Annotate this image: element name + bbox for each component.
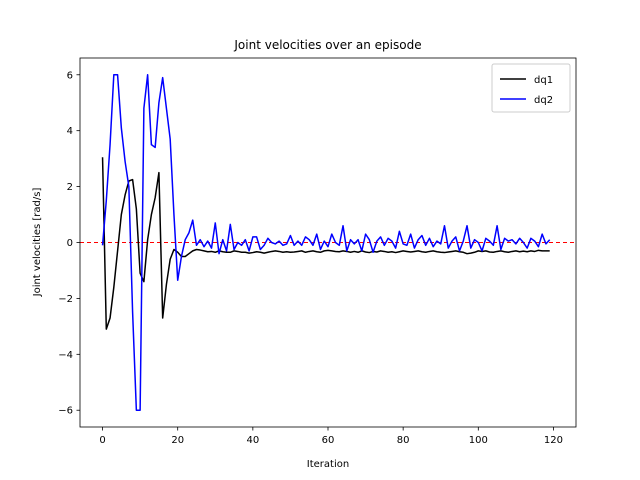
y-tick-label: −4 xyxy=(58,350,73,361)
y-tick-label: 0 xyxy=(67,238,73,249)
series-line-dq2 xyxy=(101,74,551,411)
x-axis-label: Iteration xyxy=(307,459,349,470)
legend-box xyxy=(491,63,571,113)
y-axis-label: Joint velocities [rad/s] xyxy=(32,188,43,298)
x-tick-label: 40 xyxy=(246,435,259,446)
y-tick-label: 6 xyxy=(67,70,73,81)
x-tick-label: 0 xyxy=(99,435,105,446)
y-tick-label: −2 xyxy=(58,294,73,305)
plot-area: 0 20 40 60 80 100 120 −6 −4 −2 0 2 4 6 xyxy=(58,57,577,446)
x-tick-label: 60 xyxy=(322,435,335,446)
chart-title: Joint velocities over an episode xyxy=(233,38,421,52)
y-tick-label: 2 xyxy=(67,182,73,193)
legend-label-dq1: dq1 xyxy=(534,75,553,86)
x-tick-label: 80 xyxy=(397,435,410,446)
series-line-dq1 xyxy=(101,157,550,330)
x-tick-label: 100 xyxy=(469,435,488,446)
x-tick-label: 120 xyxy=(544,435,563,446)
y-tick-label: 4 xyxy=(67,126,73,137)
x-tick-label: 20 xyxy=(171,435,184,446)
legend-label-dq2: dq2 xyxy=(534,95,553,106)
y-tick-label: −6 xyxy=(58,406,73,417)
legend: dq1 dq2 xyxy=(491,63,571,113)
